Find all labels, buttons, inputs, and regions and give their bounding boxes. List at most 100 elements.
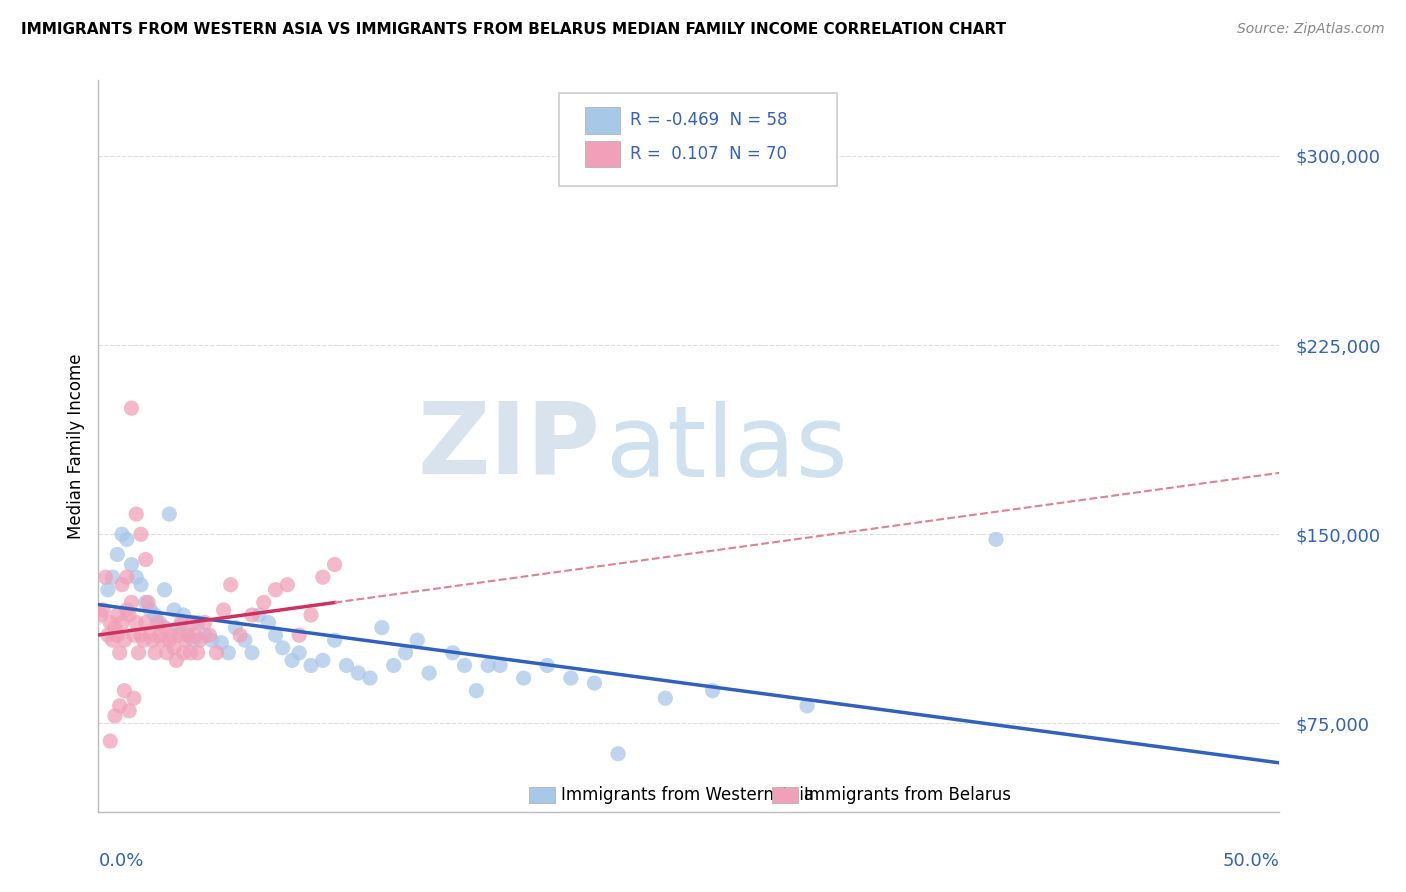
Point	[394, 646, 416, 660]
Point	[121, 595, 143, 609]
Bar	[530, 787, 555, 803]
Point	[167, 628, 190, 642]
Text: ZIP: ZIP	[418, 398, 600, 494]
Point	[115, 533, 138, 547]
Point	[219, 578, 242, 592]
Point	[104, 621, 127, 635]
Text: Source: ZipAtlas.com: Source: ZipAtlas.com	[1237, 22, 1385, 37]
Point	[157, 633, 180, 648]
Point	[323, 633, 346, 648]
Point	[229, 628, 252, 642]
Point	[247, 607, 270, 622]
Point	[583, 676, 606, 690]
Point	[118, 704, 141, 718]
Point	[115, 603, 138, 617]
Point	[453, 658, 475, 673]
Point	[335, 658, 357, 673]
Point	[382, 658, 405, 673]
Point	[105, 628, 128, 642]
Point	[118, 607, 141, 622]
Point	[188, 633, 211, 648]
Point	[257, 615, 280, 630]
Point	[143, 646, 166, 660]
Point	[170, 615, 193, 630]
Point	[125, 615, 148, 630]
Point	[165, 653, 187, 667]
Point	[181, 615, 204, 630]
Point	[98, 615, 121, 630]
Point	[101, 570, 124, 584]
Point	[136, 595, 159, 609]
Point	[512, 671, 534, 685]
Point	[441, 646, 464, 660]
Point	[121, 401, 143, 416]
Point	[212, 603, 235, 617]
Point	[125, 570, 148, 584]
Point	[465, 683, 488, 698]
Point	[153, 621, 176, 635]
Point	[115, 570, 138, 584]
Point	[156, 646, 179, 660]
Point	[129, 578, 152, 592]
Point	[702, 683, 724, 698]
Point	[264, 582, 287, 597]
Point	[205, 646, 228, 660]
Point	[149, 628, 172, 642]
Point	[98, 734, 121, 748]
Point	[174, 633, 197, 648]
Point	[135, 615, 157, 630]
Point	[132, 633, 155, 648]
Point	[143, 607, 166, 622]
Point	[359, 671, 381, 685]
Point	[94, 570, 117, 584]
Point	[288, 646, 311, 660]
Point	[97, 582, 120, 597]
Y-axis label: Median Family Income: Median Family Income	[66, 353, 84, 539]
Point	[180, 646, 202, 660]
Point	[299, 607, 322, 622]
Point	[264, 628, 287, 642]
Point	[160, 628, 183, 642]
Point	[139, 603, 162, 617]
Point	[607, 747, 630, 761]
Point	[181, 633, 204, 648]
Point	[240, 607, 263, 622]
Point	[209, 636, 232, 650]
Point	[128, 646, 150, 660]
Point	[271, 640, 294, 655]
Point	[288, 628, 311, 642]
Point	[135, 552, 157, 566]
Text: IMMIGRANTS FROM WESTERN ASIA VS IMMIGRANTS FROM BELARUS MEDIAN FAMILY INCOME COR: IMMIGRANTS FROM WESTERN ASIA VS IMMIGRAN…	[21, 22, 1007, 37]
Point	[224, 621, 246, 635]
Point	[198, 628, 221, 642]
Point	[477, 658, 499, 673]
Point	[194, 628, 217, 642]
Text: 0.0%: 0.0%	[98, 852, 143, 870]
Point	[187, 646, 209, 660]
Point	[108, 698, 131, 713]
Point	[97, 628, 120, 642]
Point	[536, 658, 558, 673]
Point	[111, 615, 134, 630]
Point	[146, 615, 169, 630]
Point	[111, 578, 134, 592]
Point	[90, 607, 112, 622]
Bar	[585, 107, 620, 134]
Point	[796, 698, 818, 713]
Point	[406, 633, 429, 648]
Bar	[585, 141, 620, 168]
Text: atlas: atlas	[606, 401, 848, 498]
Point	[163, 603, 186, 617]
Point	[101, 633, 124, 648]
Point	[323, 558, 346, 572]
Point	[281, 653, 304, 667]
Point	[108, 646, 131, 660]
Point	[172, 607, 194, 622]
Point	[347, 665, 370, 680]
Point	[122, 628, 145, 642]
Point	[312, 653, 335, 667]
Point	[560, 671, 582, 685]
Point	[105, 548, 128, 562]
Point	[299, 658, 322, 673]
Point	[172, 646, 194, 660]
